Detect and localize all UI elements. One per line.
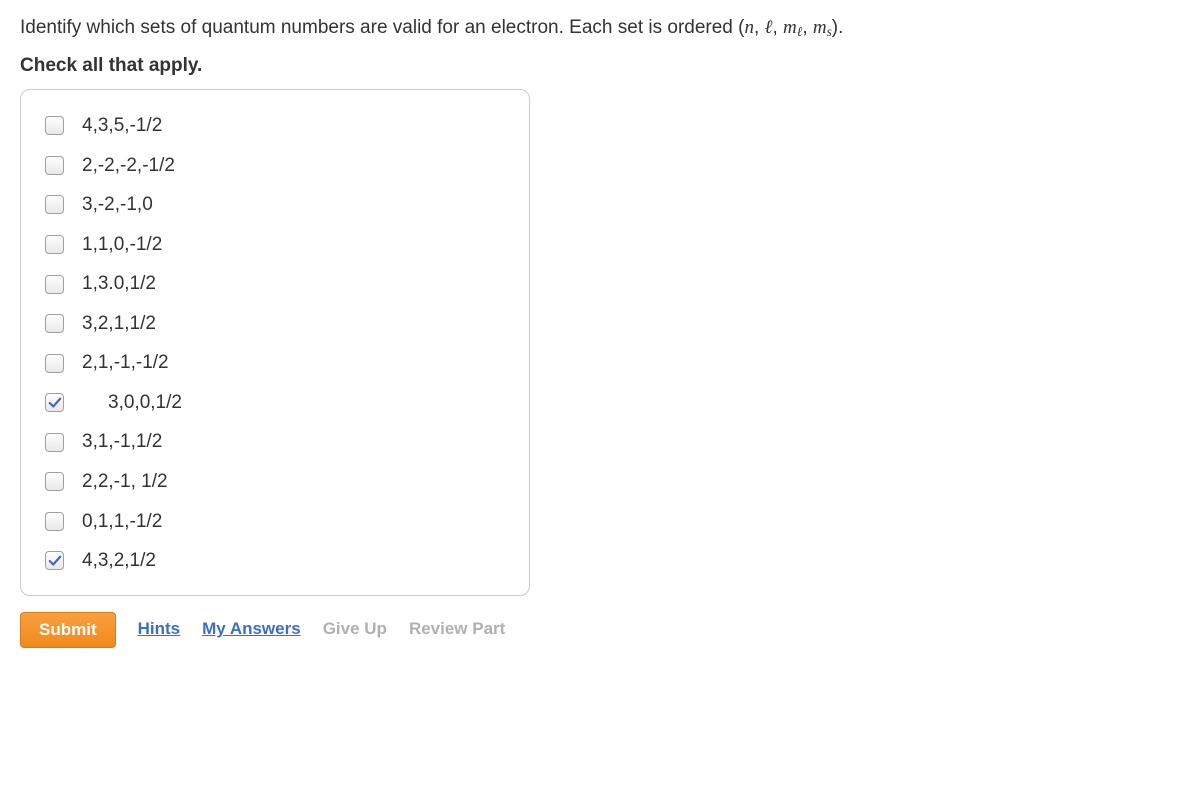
- option-row: 1,1,0,-1/2: [45, 231, 505, 259]
- checkbox[interactable]: [45, 551, 64, 570]
- option-row: 2,1,-1,-1/2: [45, 349, 505, 377]
- my-answers-link[interactable]: My Answers: [202, 617, 301, 642]
- option-row: 3,1,-1,1/2: [45, 428, 505, 456]
- formula-ml: mℓ: [783, 17, 802, 38]
- checkbox[interactable]: [45, 472, 64, 491]
- checkbox[interactable]: [45, 195, 64, 214]
- option-label: 0,1,1,-1/2: [82, 508, 162, 536]
- submit-button[interactable]: Submit: [20, 612, 116, 648]
- option-label: 3,2,1,1/2: [82, 310, 156, 338]
- option-label: 2,-2,-2,-1/2: [82, 152, 175, 180]
- checkbox[interactable]: [45, 393, 64, 412]
- option-row: 0,1,1,-1/2: [45, 508, 505, 536]
- option-label: 3,0,0,1/2: [82, 389, 182, 417]
- hints-link[interactable]: Hints: [138, 617, 181, 642]
- question-prefix: Identify which sets of quantum numbers a…: [20, 17, 738, 38]
- formula-ms: ms: [813, 17, 832, 38]
- instructions-text: Check all that apply.: [20, 52, 1182, 80]
- option-row: 3,2,1,1/2: [45, 310, 505, 338]
- option-label: 4,3,5,-1/2: [82, 112, 162, 140]
- checkbox[interactable]: [45, 156, 64, 175]
- option-row: 2,2,-1, 1/2: [45, 468, 505, 496]
- checkmark-icon: [48, 396, 62, 410]
- checkbox[interactable]: [45, 354, 64, 373]
- checkbox[interactable]: [45, 433, 64, 452]
- option-row: 3,-2,-1,0: [45, 191, 505, 219]
- formula-n: n: [744, 17, 754, 38]
- action-bar: Submit Hints My Answers Give Up Review P…: [20, 612, 1182, 648]
- option-label: 1,3.0,1/2: [82, 270, 156, 298]
- review-part-link: Review Part: [409, 617, 505, 642]
- option-label: 2,2,-1, 1/2: [82, 468, 168, 496]
- checkbox[interactable]: [45, 235, 64, 254]
- option-label: 2,1,-1,-1/2: [82, 349, 169, 377]
- option-label: 1,1,0,-1/2: [82, 231, 162, 259]
- option-row: 1,3.0,1/2: [45, 270, 505, 298]
- option-row: 4,3,5,-1/2: [45, 112, 505, 140]
- options-box: 4,3,5,-1/2 2,-2,-2,-1/2 3,-2,-1,0 1,1,0,-1/…: [20, 89, 530, 596]
- option-label: 3,1,-1,1/2: [82, 428, 162, 456]
- option-label: 4,3,2,1/2: [82, 547, 156, 575]
- question-suffix: .: [838, 17, 843, 38]
- checkbox[interactable]: [45, 314, 64, 333]
- option-row: 2,-2,-2,-1/2: [45, 152, 505, 180]
- checkbox[interactable]: [45, 275, 64, 294]
- checkmark-icon: [48, 554, 62, 568]
- option-label: 3,-2,-1,0: [82, 191, 153, 219]
- checkbox[interactable]: [45, 512, 64, 531]
- question-text: Identify which sets of quantum numbers a…: [20, 14, 1182, 42]
- formula-l: ℓ: [765, 17, 773, 38]
- checkbox[interactable]: [45, 116, 64, 135]
- option-row: 4,3,2,1/2: [45, 547, 505, 575]
- give-up-link: Give Up: [323, 617, 387, 642]
- option-row: 3,0,0,1/2: [45, 389, 505, 417]
